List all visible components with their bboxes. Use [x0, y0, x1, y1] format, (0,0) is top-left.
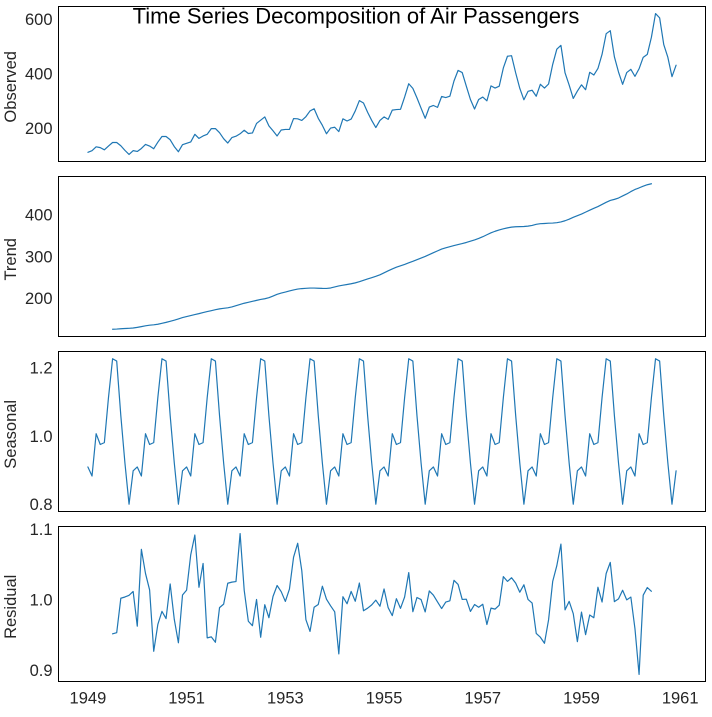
svg-text:Time Series Decomposition of A: Time Series Decomposition of Air Passeng… — [133, 4, 580, 29]
svg-text:200: 200 — [25, 290, 53, 308]
svg-text:300: 300 — [25, 248, 53, 266]
svg-text:Observed: Observed — [2, 51, 20, 123]
svg-text:1955: 1955 — [366, 690, 403, 708]
svg-text:1.1: 1.1 — [30, 521, 53, 539]
svg-text:1949: 1949 — [70, 690, 107, 708]
svg-text:1951: 1951 — [168, 690, 205, 708]
svg-text:0.9: 0.9 — [30, 662, 53, 680]
svg-text:1961: 1961 — [662, 690, 699, 708]
svg-text:Residual: Residual — [2, 575, 20, 639]
svg-text:0.8: 0.8 — [30, 496, 53, 514]
svg-text:600: 600 — [25, 11, 53, 29]
svg-text:1953: 1953 — [267, 690, 304, 708]
svg-text:Trend: Trend — [2, 238, 20, 281]
svg-text:Seasonal: Seasonal — [2, 400, 20, 469]
svg-text:1959: 1959 — [563, 690, 600, 708]
svg-text:400: 400 — [25, 65, 53, 83]
svg-text:1957: 1957 — [464, 690, 501, 708]
svg-text:200: 200 — [25, 120, 53, 138]
svg-text:400: 400 — [25, 207, 53, 225]
svg-text:1.0: 1.0 — [30, 591, 53, 609]
svg-text:1.0: 1.0 — [30, 428, 53, 446]
svg-text:1.2: 1.2 — [30, 359, 53, 377]
